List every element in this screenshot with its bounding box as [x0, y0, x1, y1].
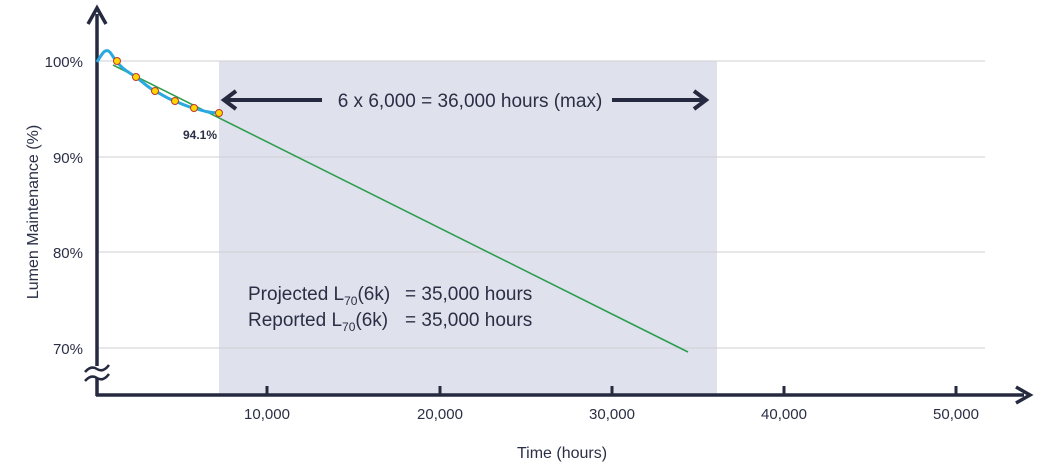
x-axis [96, 385, 1034, 405]
measured-data-markers [113, 57, 223, 117]
y-axis-title: Lumen Maintenance (%) [25, 125, 42, 299]
y-axis [84, 4, 110, 396]
y-tick-100: 100% [45, 54, 83, 71]
reported-l70-label: Reported L70(6k) [248, 310, 388, 334]
x-axis-title: Time (hours) [517, 445, 607, 462]
range-arrows [220, 89, 710, 111]
x-tick-30000: 30,000 [589, 406, 635, 423]
x-tick-20000: 20,000 [417, 406, 463, 423]
x-tick-40000: 40,000 [761, 406, 807, 423]
range-label: 6 x 6,000 = 36,000 hours (max) [338, 91, 603, 112]
l70-annotations: Projected L70(6k) = 35,000 hours Reporte… [248, 284, 532, 334]
y-tick-70: 70% [53, 341, 83, 358]
projected-l70-value: = 35,000 hours [405, 284, 532, 305]
reported-l70-value: = 35,000 hours [405, 310, 532, 331]
x-tick-50000: 50,000 [933, 406, 979, 423]
y-tick-90: 90% [53, 150, 83, 167]
x-tick-10000: 10,000 [244, 406, 290, 423]
shaded-test-duration-region [219, 61, 717, 395]
gridlines [97, 60, 985, 349]
y-tick-80: 80% [53, 245, 83, 262]
projected-l70-label: Projected L70(6k) [248, 284, 390, 308]
last-point-label: 94.1% [183, 128, 217, 142]
